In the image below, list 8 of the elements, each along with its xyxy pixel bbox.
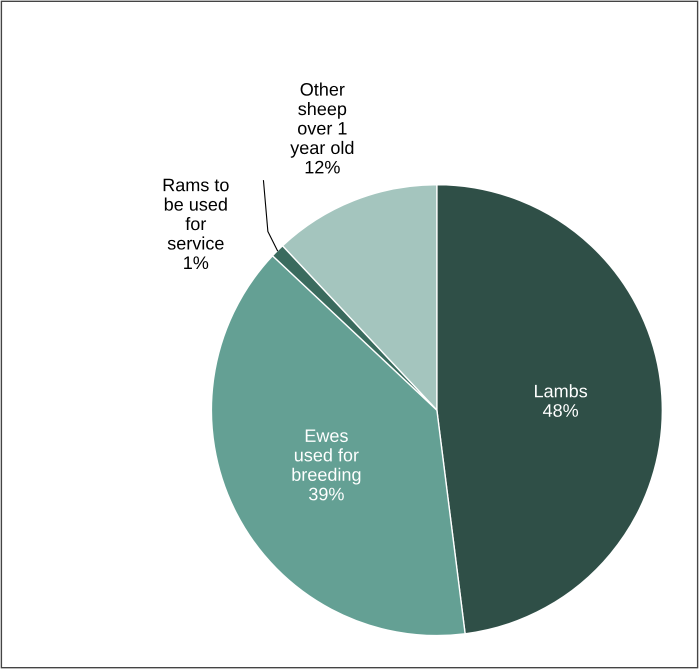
slice-label: Rams to be used for service: [164, 178, 229, 250]
data-label: 48%: [542, 404, 578, 417]
data-label: 39%: [309, 488, 344, 500]
slice-label: Lambs: [535, 384, 588, 398]
data-label: 1%: [184, 256, 208, 270]
slice-label: Ewes used for breeding: [292, 429, 360, 485]
slice-label: Other sheep over 1 year old: [290, 82, 354, 158]
data-label: 12%: [306, 160, 340, 174]
